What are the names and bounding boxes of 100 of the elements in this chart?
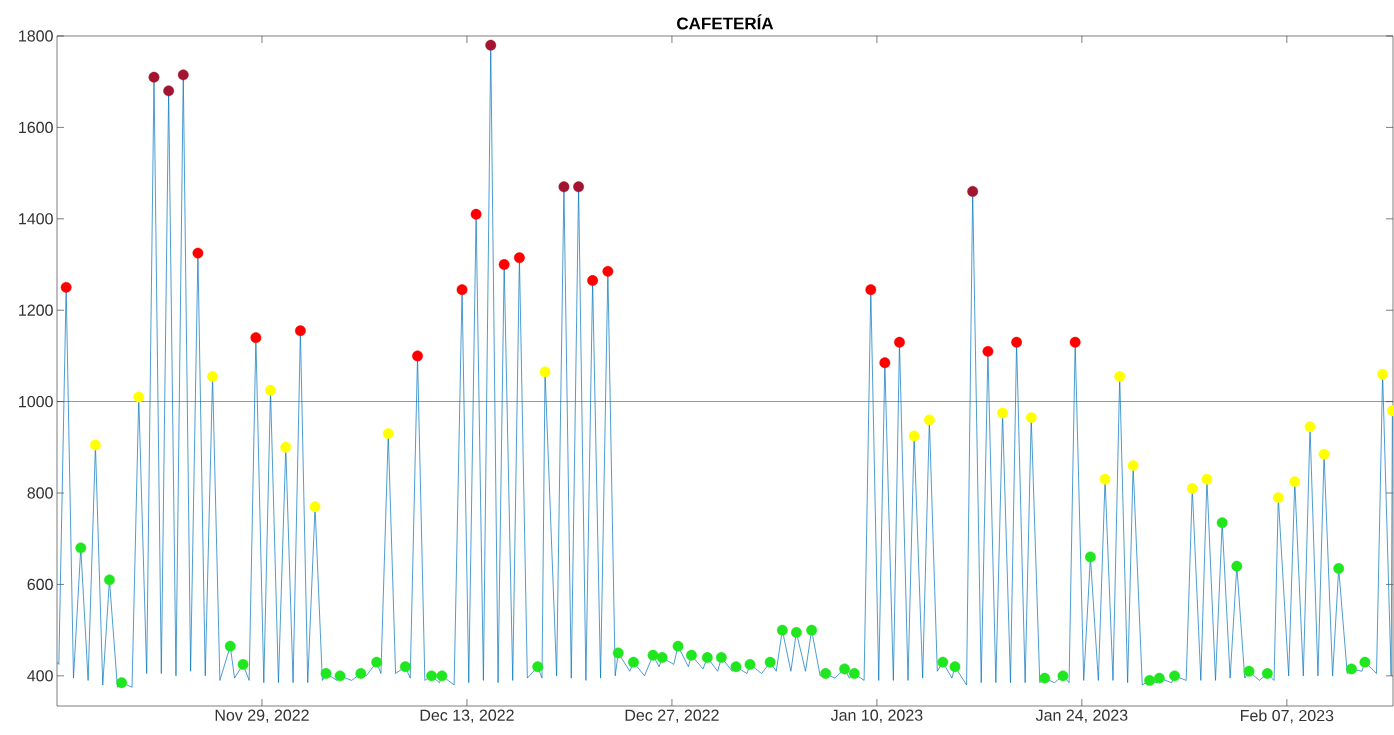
point (1289, 476, 1301, 487)
point (1346, 663, 1357, 675)
point (104, 574, 115, 586)
point (334, 670, 346, 682)
point (628, 656, 639, 668)
point (207, 371, 218, 382)
point (967, 185, 979, 197)
point (498, 259, 510, 270)
y-tick-label: 1600 (19, 121, 53, 134)
point (539, 366, 551, 378)
y-tick-label: 600 (27, 578, 53, 591)
point (997, 407, 1008, 419)
point (1025, 412, 1037, 424)
point (602, 265, 614, 277)
point (163, 85, 175, 97)
point (1099, 473, 1111, 485)
point (1216, 517, 1228, 529)
point (412, 350, 423, 362)
x-tick-label: Dec 27, 2022 (625, 709, 719, 723)
point (470, 208, 482, 220)
y-tick-label: 800 (27, 487, 53, 499)
point (1261, 668, 1273, 679)
point (1304, 421, 1316, 433)
point (820, 668, 832, 679)
point (573, 181, 584, 193)
point (1231, 560, 1243, 572)
point (865, 284, 877, 296)
point (177, 69, 189, 81)
y-tick-label: 1000 (19, 395, 53, 408)
point (250, 332, 262, 344)
point (1085, 551, 1096, 563)
point (1144, 675, 1155, 686)
point (320, 668, 332, 679)
point (399, 661, 411, 673)
point (224, 640, 236, 652)
point (1057, 670, 1069, 682)
point (656, 652, 668, 663)
point (686, 649, 697, 661)
point (1201, 473, 1213, 485)
point (1333, 563, 1345, 574)
point (612, 647, 624, 659)
point (923, 414, 935, 426)
point (514, 252, 525, 264)
point (744, 659, 756, 670)
point (1114, 371, 1126, 382)
point (116, 677, 128, 689)
point (790, 627, 802, 638)
point (192, 247, 204, 259)
point (485, 39, 497, 51)
point (672, 640, 684, 652)
chart-title: CAFETERÍA (677, 14, 774, 30)
point (1069, 336, 1081, 348)
point (60, 281, 72, 293)
point (75, 542, 87, 554)
point (701, 652, 713, 663)
point (587, 275, 599, 286)
point (280, 441, 292, 453)
x-tick-label: Jan 24, 2023 (1035, 709, 1128, 723)
point (371, 656, 383, 668)
point (1186, 483, 1198, 494)
point (426, 670, 437, 682)
y-tick-label: 1800 (19, 30, 53, 42)
point (839, 663, 850, 675)
point (436, 670, 448, 682)
point (1359, 656, 1371, 668)
point (937, 656, 949, 668)
point (532, 661, 544, 673)
point (295, 325, 306, 337)
point (982, 345, 994, 357)
point (456, 284, 468, 296)
point (1153, 672, 1165, 684)
point (776, 624, 788, 636)
y-tick-label: 1200 (19, 304, 53, 316)
point (764, 656, 776, 668)
y-tick-label: 1400 (19, 213, 53, 225)
point (1377, 368, 1389, 380)
point (647, 649, 659, 661)
x-tick-label: Nov 29, 2022 (215, 709, 309, 723)
point (1039, 672, 1051, 684)
point (382, 428, 394, 440)
point (848, 668, 860, 679)
point (908, 430, 920, 442)
x-tick-label: Feb 07, 2023 (1241, 709, 1334, 724)
x-tick-label: Dec 13, 2022 (420, 709, 514, 723)
point (1169, 670, 1180, 682)
point (133, 391, 145, 403)
point (1127, 460, 1139, 471)
point (309, 501, 321, 513)
point (90, 439, 101, 451)
point (879, 357, 891, 369)
point (730, 661, 742, 673)
point (949, 661, 961, 673)
point (558, 181, 570, 193)
x-tick-label: Jan 10, 2023 (830, 709, 923, 723)
point (1272, 492, 1284, 503)
point (265, 384, 276, 396)
y-tick-label: 400 (27, 670, 53, 682)
point (355, 668, 367, 679)
point (894, 336, 905, 348)
point (715, 652, 727, 663)
